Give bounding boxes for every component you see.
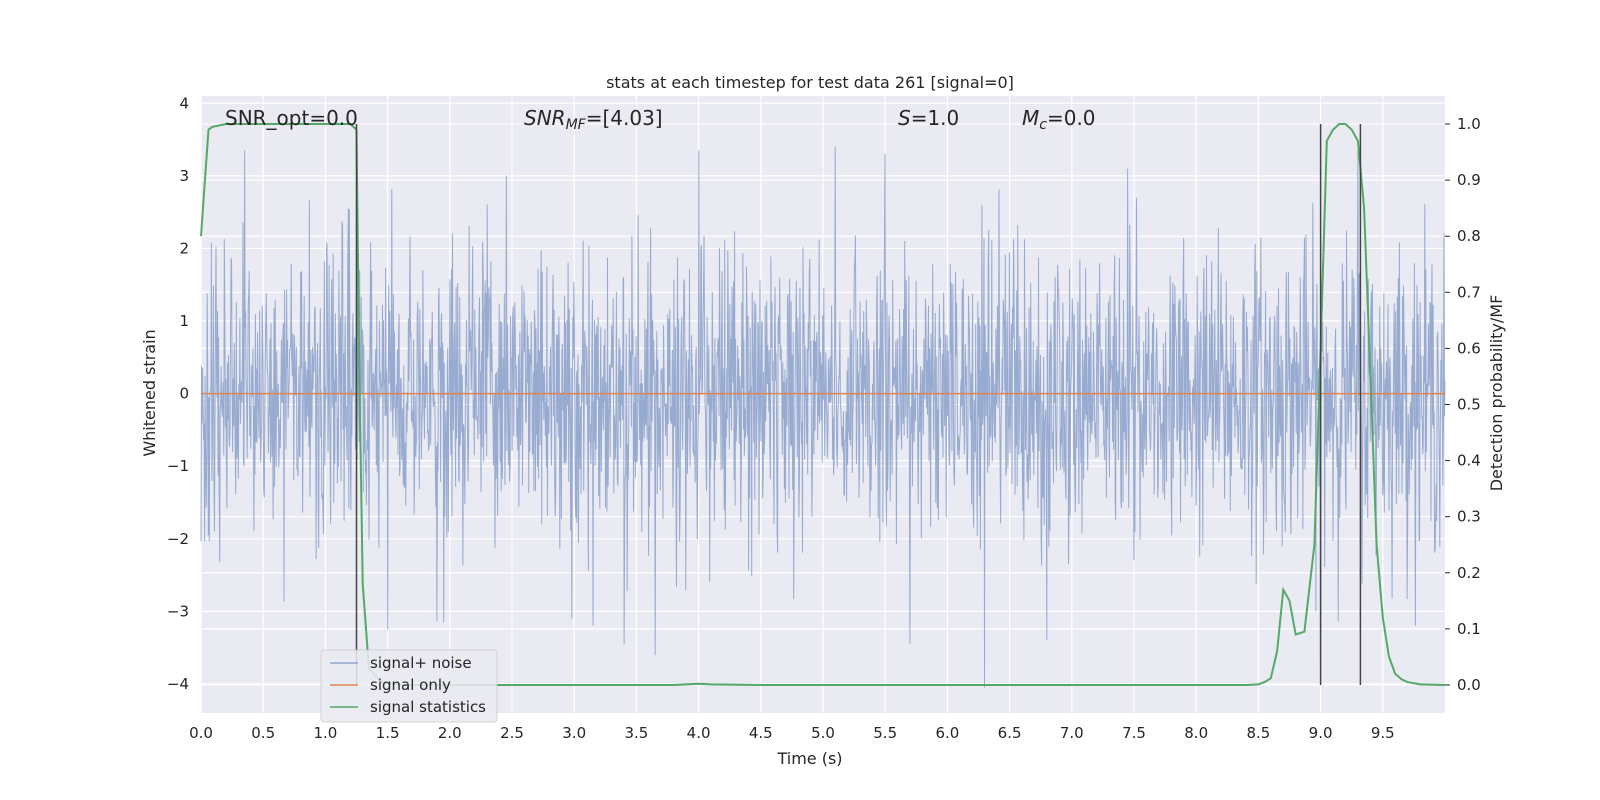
x-tick-label: 0.5 — [251, 724, 275, 742]
x-tick-label: 6.0 — [935, 724, 959, 742]
x-tick-label: 5.0 — [811, 724, 835, 742]
y-right-tick-label: 0.3 — [1457, 508, 1481, 526]
x-tick-label: 0.0 — [189, 724, 213, 742]
series-line-signal-statistics — [200, 123, 1446, 686]
x-tick-label: 6.5 — [998, 724, 1022, 742]
legend-label-signal-only: signal only — [370, 676, 451, 694]
x-tick-label: 8.0 — [1184, 724, 1208, 742]
y-right-tick-label: 0.2 — [1457, 564, 1481, 582]
y-left-tick-label: 0 — [179, 385, 189, 403]
x-tick-label: 4.5 — [749, 724, 773, 742]
y-right-tick-label: 0.4 — [1457, 452, 1481, 470]
series-line-signal-noise — [200, 146, 1446, 688]
x-axis: 0.0 0.5 1.0 1.5 2.0 2.5 3.0 3.5 4.0 4.5 5.0 5.5 6.0 6… — [189, 724, 1395, 742]
y-left-tick-label: −4 — [167, 675, 189, 693]
vertical-markers — [355, 124, 1362, 685]
x-tick-label: 1.0 — [313, 724, 337, 742]
annotation-snr-mf: SNRMF=[4.03] — [524, 106, 663, 133]
x-tick-label: 9.5 — [1371, 724, 1395, 742]
signal-noise-series — [200, 146, 1446, 688]
annotation-s: S=1.0 — [898, 106, 959, 130]
x-tick-label: 1.5 — [376, 724, 400, 742]
y-right-tick-label: 0.7 — [1457, 283, 1481, 301]
legend-box — [320, 649, 498, 723]
y-axis-label-left: Whitened strain — [140, 329, 159, 456]
y-right-tick-label: 0.0 — [1457, 676, 1481, 694]
x-axis-label: Time (s) — [776, 749, 842, 768]
chart-title: stats at each timestep for test data 261… — [606, 73, 1014, 92]
y-right-tick-label: 0.5 — [1457, 396, 1481, 414]
annotation-snr-opt: SNR_opt=0.0 — [225, 106, 358, 130]
y-right-tick-label: 0.6 — [1457, 339, 1481, 357]
legend-label-signal-statistics: signal statistics — [370, 698, 486, 716]
y-right-tick-label: 1.0 — [1457, 115, 1481, 133]
x-tick-label: 3.0 — [562, 724, 586, 742]
y-left-tick-label: 1 — [179, 312, 189, 330]
x-tick-label: 2.5 — [500, 724, 524, 742]
legend-label-signal-noise: signal+ noise — [370, 654, 472, 672]
line-series — [200, 123, 1446, 686]
x-tick-label: 7.0 — [1060, 724, 1084, 742]
x-tick-label: 7.5 — [1122, 724, 1146, 742]
x-tick-label: 5.5 — [873, 724, 897, 742]
y-right-tick-label: 0.9 — [1457, 171, 1481, 189]
y-left-tick-label: −1 — [167, 457, 189, 475]
y-axis-label-right: Detection probability/MF — [1487, 295, 1506, 492]
y-left-tick-label: 3 — [179, 167, 189, 185]
legend: signal+ noise signal only signal statist… — [320, 649, 498, 723]
y-left-tick-label: −3 — [167, 602, 189, 620]
y-right-tick-label: 0.1 — [1457, 620, 1481, 638]
x-tick-label: 9.0 — [1309, 724, 1333, 742]
x-tick-label: 8.5 — [1246, 724, 1270, 742]
x-tick-label: 3.5 — [624, 724, 648, 742]
y-left-tick-label: 2 — [179, 239, 189, 257]
y-axis-left: 4 3 2 1 0 −1 −2 −3 −4 — [167, 94, 189, 693]
y-right-tick-label: 0.8 — [1457, 227, 1481, 245]
x-tick-label: 2.0 — [438, 724, 462, 742]
y-axis-right: 1.0 0.9 0.8 0.7 0.6 0.5 0.4 0.3 0.2 0.1 0.0 — [1445, 115, 1481, 694]
annotation-mc: Mc=0.0 — [1022, 106, 1096, 133]
y-left-tick-label: 4 — [179, 94, 189, 112]
x-tick-label: 4.0 — [687, 724, 711, 742]
y-left-tick-label: −2 — [167, 530, 189, 548]
